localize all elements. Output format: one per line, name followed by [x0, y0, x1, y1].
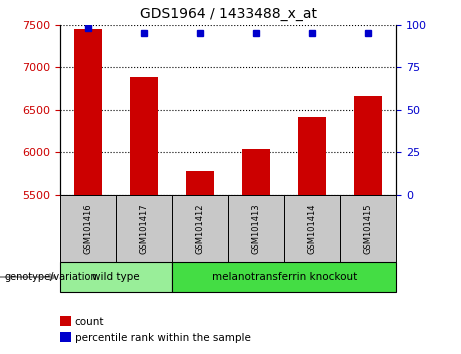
Bar [130, 78, 158, 195]
Text: wild type: wild type [92, 272, 140, 282]
Bar [298, 116, 326, 195]
Bar [228, 195, 284, 262]
Text: GSM101417: GSM101417 [140, 203, 148, 254]
Bar [355, 96, 383, 195]
Bar [186, 171, 214, 195]
Text: genotype/variation: genotype/variation [5, 272, 97, 282]
Bar [60, 195, 116, 262]
Bar [172, 262, 396, 292]
Text: melanotransferrin knockout: melanotransferrin knockout [212, 272, 357, 282]
Title: GDS1964 / 1433488_x_at: GDS1964 / 1433488_x_at [140, 7, 317, 21]
Text: GSM101416: GSM101416 [83, 203, 93, 254]
Bar [74, 29, 102, 195]
Text: GSM101412: GSM101412 [195, 203, 205, 253]
Text: count: count [75, 317, 104, 327]
Text: GSM101413: GSM101413 [252, 203, 261, 254]
Bar [172, 195, 228, 262]
Bar [340, 195, 396, 262]
Bar [60, 262, 172, 292]
Text: percentile rank within the sample: percentile rank within the sample [75, 333, 251, 343]
Text: GSM101414: GSM101414 [308, 203, 317, 253]
Bar [284, 195, 340, 262]
Text: GSM101415: GSM101415 [364, 203, 373, 253]
Bar [116, 195, 172, 262]
Bar [242, 149, 270, 195]
